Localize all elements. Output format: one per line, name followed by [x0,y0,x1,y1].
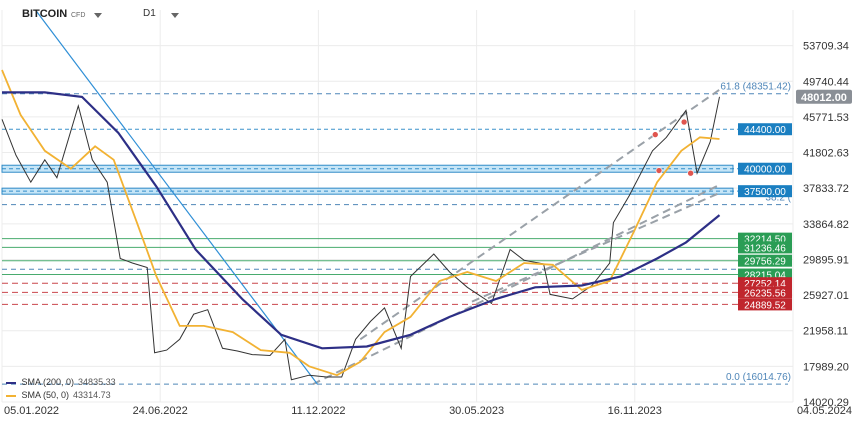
x-tick-label: 04.05.2024 [797,405,852,417]
pattern-marker [655,167,663,174]
symbol-dropdown-icon[interactable] [94,13,102,18]
series-line-sma-200-0- [2,91,721,350]
trend-channel [35,9,721,386]
pattern-marker [651,131,659,138]
price-level-tag [738,162,792,175]
fib-level-label: 38.2 ( [765,193,791,204]
x-tick-label: 16.11.2023 [608,405,662,417]
price-level-tag [738,185,792,198]
downtrend-line [35,9,318,385]
level-zones [1,164,734,195]
channel-line [312,183,720,386]
timeframe-dropdown-icon[interactable] [171,13,179,18]
price-levels [2,93,788,385]
current-price-tag [796,89,852,104]
y-tick-label: 17989.20 [803,361,849,373]
price-level-tag-text: 26235.56 [744,288,786,299]
y-tick-label: 45771.53 [803,112,849,124]
x-axis: 05.01.2022 24.06.2022 11.12.2022 30.05.2023… [4,405,852,417]
symbol-label[interactable]: BITCOIN [22,8,68,20]
series-line-sma-50-0- [1,69,720,377]
price-level-tag-text: 40000.00 [744,165,786,176]
y-tick-label: 53709.34 [803,41,849,53]
y-tick-label: 21958.11 [803,326,848,338]
sma200-value: 34835.33 [78,377,116,387]
pattern-marker [680,118,688,126]
price-level-tag-text: 32214.50 [744,235,786,246]
current-price-text: 48012.00 [801,92,847,104]
price-level-tag [738,277,792,290]
series-line-bitcoin [1,96,720,381]
y-axis: 53709.34 49740.44 45771.53 41802.63 37833.72… [803,41,849,409]
series-lines [1,69,721,381]
price-level-tag-text: 24889.52 [744,300,786,311]
pattern-marker [687,169,694,177]
y-tick-label: 49740.44 [803,76,849,88]
y-tick-label: 29895.91 [803,254,849,266]
y-tick-label: 41802.63 [803,148,849,160]
channel-line [359,88,721,341]
price-level-tag [738,298,792,311]
legend-sma200[interactable]: SMA (200, 0) 34835.33 [6,377,116,387]
x-tick-label: 05.01.2022 [4,405,59,417]
x-tick-label: 11.12.2022 [291,405,345,417]
x-tick-label: 24.06.2022 [133,405,188,417]
channel-line [471,192,720,303]
y-tick-label: 37833.72 [803,183,849,195]
price-level-tag [738,286,792,299]
timeframe-label[interactable]: D1 [143,8,156,19]
price-level-tag [738,123,792,136]
y-tick-label: 25927.01 [803,290,849,302]
sma200-label: SMA (200, 0) [21,377,75,387]
price-level-tag-text: 29756.29 [744,257,786,268]
sma50-swatch-icon [6,394,16,397]
y-tick-label: 14020.29 [803,397,849,409]
price-level-tag-text: 44400.00 [744,125,786,136]
sma50-label: SMA (50, 0) [21,390,70,400]
sma200-swatch-icon [6,381,16,384]
legend-sma50[interactable]: SMA (50, 0) 43314.73 [6,390,111,400]
instrument-type-label: CFD [71,12,86,19]
sma50-value: 43314.73 [73,390,111,400]
price-level-tag-text: 27252.14 [744,279,786,290]
price-level-tag-text: 37500.00 [744,187,786,198]
price-level-tag [738,241,792,254]
y-tick-label: 33864.82 [803,219,849,231]
level-labels: 61.8 (48351.42)38.2 (23.60.0 (16014.76)4… [720,82,852,383]
price-level-tag [738,254,792,267]
fib-level-label: 61.8 (48351.42) [720,82,791,93]
x-tick-label: 30.05.2023 [449,405,504,417]
price-level-tag-text: 28215.04 [744,271,786,282]
price-level-tag-text: 31236.46 [744,243,786,254]
fib-level-label: 0.0 (16014.76) [726,372,791,383]
pattern-markers [651,118,694,177]
